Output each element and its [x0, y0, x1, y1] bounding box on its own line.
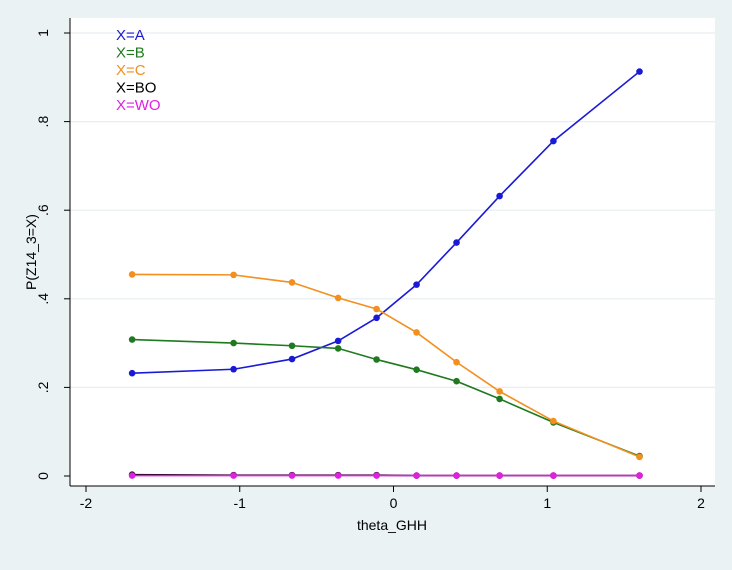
- x-ticks: -2 -1 0 1 2: [80, 486, 705, 511]
- series-point-x-c: [413, 329, 420, 336]
- series-point-x-b: [128, 336, 136, 343]
- series-point-x-c: [373, 305, 380, 313]
- series-point-x-c: [288, 279, 296, 286]
- series-point-x-b: [230, 339, 237, 347]
- series-point-x-b: [373, 356, 380, 363]
- series-point-x-b: [334, 345, 342, 352]
- series-point-x-b: [288, 342, 296, 350]
- series-point-x-a: [550, 137, 557, 145]
- x-tick-label: 1: [543, 495, 551, 511]
- series-line-x-b: [132, 338, 640, 457]
- legend-entry: X=A: [116, 27, 145, 44]
- series-point-x-wo: [288, 472, 296, 479]
- series-point-x-a: [288, 355, 296, 363]
- plot-area: [70, 18, 715, 486]
- series-point-x-a: [636, 68, 643, 75]
- y-tick-label: .8: [35, 116, 51, 128]
- legend: X=AX=BX=CX=BOX=WO: [116, 27, 161, 114]
- series-line-x-c: [132, 273, 640, 458]
- series-layer: [128, 68, 643, 479]
- series-point-x-a: [413, 281, 420, 288]
- series-line-x-a: [132, 70, 641, 375]
- series-point-x-wo: [550, 472, 557, 479]
- series-point-x-wo: [373, 472, 380, 479]
- y-tick-label: 0: [35, 472, 51, 480]
- legend-entry: X=C: [116, 62, 146, 79]
- series-point-x-c: [128, 271, 136, 278]
- y-tick-label: 1: [35, 29, 51, 37]
- series-point-x-a: [453, 239, 460, 246]
- x-tick-label: -1: [234, 495, 247, 511]
- series-point-x-wo: [636, 472, 643, 479]
- series-point-x-b: [496, 395, 503, 403]
- series-point-x-c: [453, 358, 460, 366]
- series-point-x-wo: [413, 472, 420, 479]
- series-point-x-b: [413, 366, 420, 373]
- series-point-x-a: [496, 192, 503, 200]
- legend-entry: X=WO: [116, 97, 161, 114]
- y-axis-label: P(Z14_3=X): [23, 214, 39, 290]
- series-point-x-wo: [334, 472, 342, 479]
- series-point-x-b: [453, 377, 460, 385]
- series-point-x-a: [334, 337, 342, 345]
- series-point-x-a: [128, 369, 136, 377]
- series-point-x-wo: [230, 472, 237, 479]
- y-tick-label: .4: [35, 293, 51, 305]
- y-tick-label: .6: [35, 204, 51, 216]
- x-tick-label: 0: [390, 495, 398, 511]
- legend-entry: X=B: [116, 45, 145, 62]
- legend-entry: X=BO: [116, 80, 156, 97]
- series-point-x-wo: [496, 472, 503, 479]
- series-point-x-wo: [128, 472, 136, 479]
- x-tick-label: 2: [697, 495, 705, 511]
- grid-lines: [70, 32, 715, 388]
- series-point-x-c: [230, 271, 237, 279]
- series-point-x-a: [230, 365, 237, 373]
- x-tick-label: -2: [80, 495, 93, 511]
- series-point-x-c: [636, 453, 643, 461]
- series-point-x-a: [373, 314, 380, 322]
- y-tick-label: .2: [35, 381, 51, 393]
- axes: [69, 18, 715, 487]
- x-axis-label: theta_GHH: [357, 517, 427, 533]
- series-point-x-wo: [453, 472, 460, 479]
- series-point-x-c: [550, 417, 557, 425]
- series-point-x-c: [496, 388, 503, 395]
- series-point-x-c: [334, 294, 342, 302]
- y-ticks: 0 .2 .4 .6 .8 1: [35, 29, 70, 480]
